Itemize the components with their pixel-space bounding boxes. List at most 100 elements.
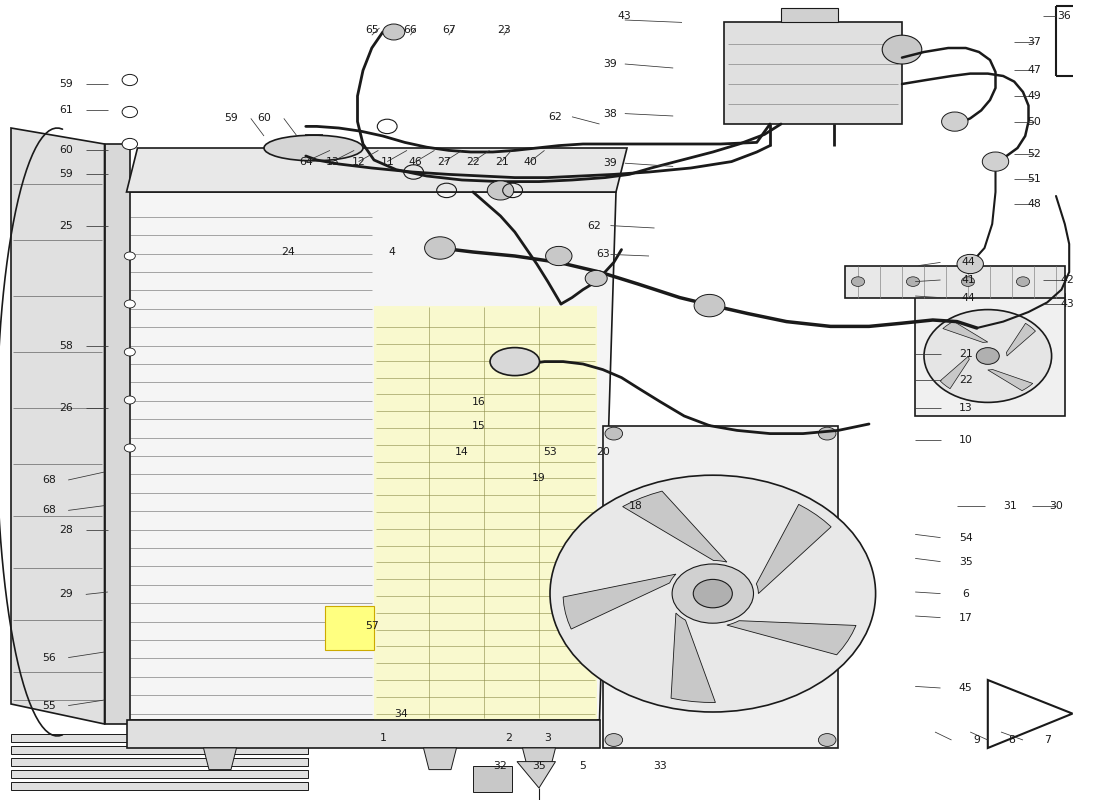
Text: 61: 61 bbox=[59, 105, 73, 114]
Polygon shape bbox=[988, 680, 1072, 748]
Polygon shape bbox=[11, 758, 308, 766]
Text: 10: 10 bbox=[959, 435, 972, 445]
Text: 14: 14 bbox=[455, 447, 469, 457]
Polygon shape bbox=[845, 266, 1065, 298]
Text: 54: 54 bbox=[959, 533, 972, 542]
Text: 48: 48 bbox=[1027, 199, 1041, 209]
Text: 33: 33 bbox=[653, 762, 667, 771]
Text: 21: 21 bbox=[495, 157, 508, 166]
Text: 60: 60 bbox=[59, 145, 73, 154]
Polygon shape bbox=[11, 734, 308, 742]
Circle shape bbox=[882, 35, 922, 64]
Text: 30: 30 bbox=[1049, 501, 1063, 510]
Text: 52: 52 bbox=[1027, 149, 1041, 158]
Circle shape bbox=[977, 348, 999, 364]
Text: 39: 39 bbox=[604, 158, 617, 168]
Text: 13: 13 bbox=[326, 157, 339, 166]
Text: 60: 60 bbox=[257, 114, 271, 123]
Circle shape bbox=[585, 270, 607, 286]
Polygon shape bbox=[1006, 323, 1035, 356]
Circle shape bbox=[694, 294, 725, 317]
Polygon shape bbox=[104, 144, 130, 724]
Circle shape bbox=[818, 734, 836, 746]
Text: 39: 39 bbox=[604, 59, 617, 69]
Text: 21: 21 bbox=[959, 349, 972, 358]
Text: 44: 44 bbox=[961, 293, 975, 302]
Text: 35: 35 bbox=[532, 762, 546, 771]
Polygon shape bbox=[603, 426, 838, 748]
Polygon shape bbox=[126, 148, 627, 192]
Text: 59: 59 bbox=[59, 169, 73, 178]
Circle shape bbox=[851, 277, 865, 286]
Circle shape bbox=[124, 396, 135, 404]
Text: 58: 58 bbox=[59, 342, 73, 351]
Text: 67: 67 bbox=[442, 25, 455, 34]
Polygon shape bbox=[126, 720, 600, 748]
Text: 3: 3 bbox=[544, 733, 551, 742]
Polygon shape bbox=[11, 128, 104, 724]
Circle shape bbox=[122, 74, 138, 86]
Circle shape bbox=[693, 579, 733, 608]
Text: 32: 32 bbox=[494, 762, 507, 771]
Circle shape bbox=[546, 246, 572, 266]
Text: 43: 43 bbox=[1060, 299, 1074, 309]
Circle shape bbox=[672, 564, 754, 623]
Polygon shape bbox=[11, 782, 308, 790]
Text: 66: 66 bbox=[404, 25, 417, 34]
Text: 29: 29 bbox=[59, 590, 73, 599]
Text: 51: 51 bbox=[1027, 174, 1041, 184]
Circle shape bbox=[924, 310, 1052, 402]
Circle shape bbox=[818, 427, 836, 440]
Text: 41: 41 bbox=[961, 275, 975, 285]
Circle shape bbox=[487, 181, 514, 200]
Circle shape bbox=[1016, 277, 1030, 286]
Polygon shape bbox=[11, 770, 308, 778]
Polygon shape bbox=[940, 356, 969, 389]
Ellipse shape bbox=[491, 347, 540, 375]
Polygon shape bbox=[727, 621, 856, 655]
Text: 56: 56 bbox=[43, 653, 56, 662]
Text: 59: 59 bbox=[224, 114, 238, 123]
Circle shape bbox=[982, 152, 1009, 171]
Text: 27: 27 bbox=[438, 157, 451, 166]
Text: 64: 64 bbox=[299, 157, 312, 166]
Text: 42: 42 bbox=[1060, 275, 1074, 285]
Text: 18: 18 bbox=[629, 501, 642, 510]
Text: 17: 17 bbox=[959, 613, 972, 622]
Text: 26: 26 bbox=[59, 403, 73, 413]
Text: 59: 59 bbox=[59, 79, 73, 89]
Text: 22: 22 bbox=[466, 157, 480, 166]
Text: 37: 37 bbox=[1027, 37, 1041, 46]
Text: 63: 63 bbox=[596, 250, 609, 259]
Polygon shape bbox=[988, 370, 1033, 390]
Text: 31: 31 bbox=[1003, 501, 1016, 510]
Polygon shape bbox=[671, 613, 715, 702]
Polygon shape bbox=[517, 762, 556, 788]
Circle shape bbox=[957, 254, 983, 274]
Text: 7: 7 bbox=[1044, 735, 1050, 745]
Text: 23: 23 bbox=[497, 25, 510, 34]
Polygon shape bbox=[724, 22, 902, 124]
Text: 25: 25 bbox=[59, 221, 73, 230]
Polygon shape bbox=[126, 192, 616, 720]
Text: 68: 68 bbox=[43, 506, 56, 515]
Circle shape bbox=[605, 734, 623, 746]
Text: 28: 28 bbox=[59, 525, 73, 534]
Text: 43: 43 bbox=[618, 11, 631, 21]
Text: 49: 49 bbox=[1027, 91, 1041, 101]
Text: 47: 47 bbox=[1027, 66, 1041, 75]
Text: 62: 62 bbox=[549, 112, 562, 122]
Text: 11: 11 bbox=[381, 157, 394, 166]
Text: 34: 34 bbox=[395, 709, 408, 718]
Text: 50: 50 bbox=[1027, 117, 1041, 126]
Polygon shape bbox=[563, 574, 675, 629]
Text: 46: 46 bbox=[409, 157, 422, 166]
Polygon shape bbox=[374, 306, 597, 720]
Text: 19: 19 bbox=[532, 474, 546, 483]
Polygon shape bbox=[943, 322, 988, 342]
Text: 35: 35 bbox=[959, 557, 972, 566]
Text: 6: 6 bbox=[962, 589, 969, 598]
Circle shape bbox=[122, 106, 138, 118]
Text: 13: 13 bbox=[959, 403, 972, 413]
Text: 65: 65 bbox=[365, 25, 378, 34]
